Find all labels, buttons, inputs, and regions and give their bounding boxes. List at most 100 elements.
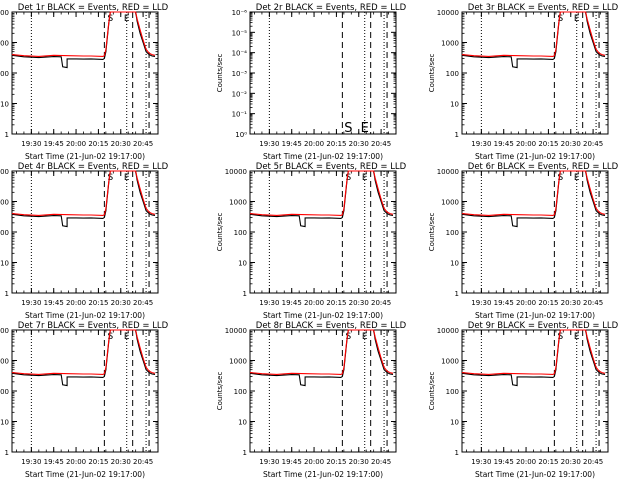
y-tick-label: 10 xyxy=(450,101,459,109)
x-tick-label: 19:30 xyxy=(471,458,491,466)
x-tick-label: 19:45 xyxy=(494,140,514,148)
x-tick-label: 19:45 xyxy=(282,458,302,466)
y-axis-label: Counts/sec xyxy=(428,372,436,411)
x-tick-label: 20:30 xyxy=(349,299,369,307)
x-tick-label: 20:15 xyxy=(538,299,558,307)
series-lld-line xyxy=(461,329,606,375)
y-tick-label: 10000 xyxy=(437,327,459,335)
x-tick-label: 20:30 xyxy=(111,140,131,148)
x-tick-label: 20:45 xyxy=(371,140,391,148)
marker-e: E xyxy=(362,332,368,342)
series-events-line xyxy=(249,170,394,228)
chart-title: Det 7r BLACK = Events, RED = LLD xyxy=(18,321,169,331)
chart-title: Det 1r BLACK = Events, RED = LLD xyxy=(18,3,169,13)
plot-frame xyxy=(461,170,609,294)
y-axis-label: Counts/sec xyxy=(216,372,224,411)
y-tick-label: 10 xyxy=(238,419,247,427)
plot-frame xyxy=(249,11,397,135)
y-tick-label: 1 xyxy=(5,449,9,457)
y-tick-label: 1 xyxy=(5,290,9,298)
y-tick-label: 100 xyxy=(446,388,459,396)
x-tick-label: 20:15 xyxy=(326,458,346,466)
marker-s: S xyxy=(344,121,352,136)
x-tick-label: 19:30 xyxy=(259,140,279,148)
plot-frame xyxy=(461,329,609,453)
chart-title: Det 2r BLACK = Events, RED = LLD xyxy=(256,3,407,13)
marker-s: S xyxy=(107,14,113,24)
x-axis-label: Start Time (21-Jun-02 19:17:00) xyxy=(25,152,145,161)
marker-e: E xyxy=(124,173,130,183)
x-tick-label: 19:45 xyxy=(494,299,514,307)
x-tick-label: 20:00 xyxy=(516,140,536,148)
y-tick-label: 1000 xyxy=(0,40,9,48)
chart-panel-2: Det 2r BLACK = Events, RED = LLD Counts/s… xyxy=(216,3,407,161)
x-tick-label: 20:30 xyxy=(561,299,581,307)
marker-s: S xyxy=(107,332,113,342)
marker-s: S xyxy=(557,173,563,183)
series-lld-line xyxy=(249,329,394,375)
y-tick-label: 10000 xyxy=(437,9,459,17)
marker-s: S xyxy=(557,332,563,342)
x-tick-label: 20:15 xyxy=(88,140,108,148)
y-tick-label: 10000 xyxy=(0,9,9,17)
y-tick-label: 10 xyxy=(238,260,247,268)
x-tick-label: 20:30 xyxy=(111,299,131,307)
y-tick-label: 10000 xyxy=(437,168,459,176)
y-tick-label: 1000 xyxy=(441,199,459,207)
y-tick-label: 1 xyxy=(243,290,247,298)
x-tick-label: 20:30 xyxy=(349,458,369,466)
y-tick-label: 10⁻⁵ xyxy=(232,29,248,37)
y-tick-label: 100 xyxy=(0,388,9,396)
x-tick-label: 20:45 xyxy=(133,299,153,307)
series-lld-line xyxy=(11,329,156,375)
series-lld-line xyxy=(11,170,156,216)
chart-title: Det 4r BLACK = Events, RED = LLD xyxy=(18,162,169,172)
x-tick-label: 20:45 xyxy=(133,140,153,148)
y-tick-label: 10⁻³ xyxy=(232,70,248,78)
x-tick-label: 20:15 xyxy=(88,299,108,307)
series-lld-line xyxy=(461,170,606,216)
chart-panel-8: Det 8r BLACK = Events, RED = LLD Counts/s… xyxy=(216,321,407,479)
y-tick-label: 10000 xyxy=(0,327,9,335)
y-tick-label: 100 xyxy=(234,229,247,237)
y-tick-label: 10000 xyxy=(225,327,247,335)
x-tick-label: 20:45 xyxy=(133,458,153,466)
x-tick-label: 19:30 xyxy=(471,140,491,148)
x-tick-label: 20:15 xyxy=(88,458,108,466)
x-axis-label: Start Time (21-Jun-02 19:17:00) xyxy=(475,311,595,320)
series-events-line xyxy=(461,11,606,69)
x-axis-label: Start Time (21-Jun-02 19:17:00) xyxy=(25,470,145,479)
chart-panel-7: Det 7r BLACK = Events, RED = LLDCounts/s… xyxy=(0,321,169,479)
x-tick-label: 20:15 xyxy=(538,458,558,466)
chart-title: Det 8r BLACK = Events, RED = LLD xyxy=(256,321,407,331)
y-tick-label: 10⁻⁴ xyxy=(232,50,248,58)
x-tick-label: 20:15 xyxy=(538,140,558,148)
y-tick-label: 1000 xyxy=(441,358,459,366)
x-axis-label: Start Time (21-Jun-02 19:17:00) xyxy=(25,311,145,320)
marker-s: S xyxy=(345,332,351,342)
x-tick-label: 19:45 xyxy=(44,458,64,466)
x-tick-label: 20:45 xyxy=(371,299,391,307)
plot-frame xyxy=(11,329,159,453)
y-tick-label: 1000 xyxy=(229,199,247,207)
y-tick-label: 10 xyxy=(0,101,9,109)
x-tick-label: 20:45 xyxy=(583,458,603,466)
plot-frame xyxy=(249,170,397,294)
plot-frame xyxy=(11,11,159,135)
marker-s: S xyxy=(107,173,113,183)
x-tick-label: 19:30 xyxy=(471,299,491,307)
x-tick-label: 20:45 xyxy=(583,140,603,148)
x-axis-label: Start Time (21-Jun-02 19:17:00) xyxy=(263,470,383,479)
x-axis-label: Start Time (21-Jun-02 19:17:00) xyxy=(263,152,383,161)
y-tick-label: 100 xyxy=(446,229,459,237)
x-tick-label: 19:45 xyxy=(44,299,64,307)
plot-frame xyxy=(461,11,609,135)
marker-s: S xyxy=(345,173,351,183)
y-tick-label: 10 xyxy=(450,260,459,268)
x-tick-label: 20:00 xyxy=(516,458,536,466)
series-lld-line xyxy=(11,11,156,57)
x-axis-label: Start Time (21-Jun-02 19:17:00) xyxy=(475,152,595,161)
marker-s: S xyxy=(557,14,563,24)
plot-frame xyxy=(11,170,159,294)
